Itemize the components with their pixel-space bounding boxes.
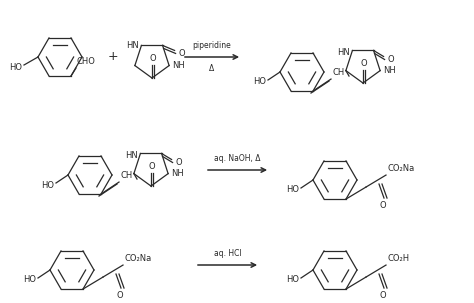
Text: O: O bbox=[361, 59, 367, 68]
Text: HN: HN bbox=[126, 41, 138, 50]
Text: O: O bbox=[117, 291, 123, 300]
Text: O: O bbox=[380, 201, 386, 210]
Text: O: O bbox=[150, 54, 156, 63]
Text: HO: HO bbox=[41, 181, 54, 189]
Text: CH: CH bbox=[333, 68, 345, 77]
Text: aq. HCl: aq. HCl bbox=[214, 249, 241, 258]
Text: HO: HO bbox=[23, 275, 36, 285]
Text: CO₂Na: CO₂Na bbox=[388, 164, 415, 173]
Text: CO₂H: CO₂H bbox=[388, 254, 410, 263]
Text: CH: CH bbox=[121, 171, 133, 180]
Text: HN: HN bbox=[125, 151, 137, 160]
Text: NH: NH bbox=[383, 66, 396, 75]
Text: HO: HO bbox=[286, 185, 299, 195]
Text: HN: HN bbox=[337, 48, 349, 57]
Text: O: O bbox=[388, 55, 394, 64]
Text: Δ: Δ bbox=[210, 64, 215, 73]
Text: O: O bbox=[380, 291, 386, 300]
Text: CHO: CHO bbox=[77, 57, 96, 66]
Text: O: O bbox=[179, 49, 185, 58]
Text: CO₂Na: CO₂Na bbox=[125, 254, 152, 263]
Text: NH: NH bbox=[171, 169, 184, 178]
Text: O: O bbox=[149, 162, 155, 171]
Text: HO: HO bbox=[9, 62, 22, 72]
Text: piperidine: piperidine bbox=[192, 41, 231, 50]
Text: NH: NH bbox=[172, 61, 185, 70]
Text: +: + bbox=[108, 51, 118, 64]
Text: O: O bbox=[175, 158, 182, 167]
Text: HO: HO bbox=[286, 275, 299, 285]
Text: HO: HO bbox=[253, 78, 266, 86]
Text: aq. NaOH, Δ: aq. NaOH, Δ bbox=[214, 154, 261, 163]
